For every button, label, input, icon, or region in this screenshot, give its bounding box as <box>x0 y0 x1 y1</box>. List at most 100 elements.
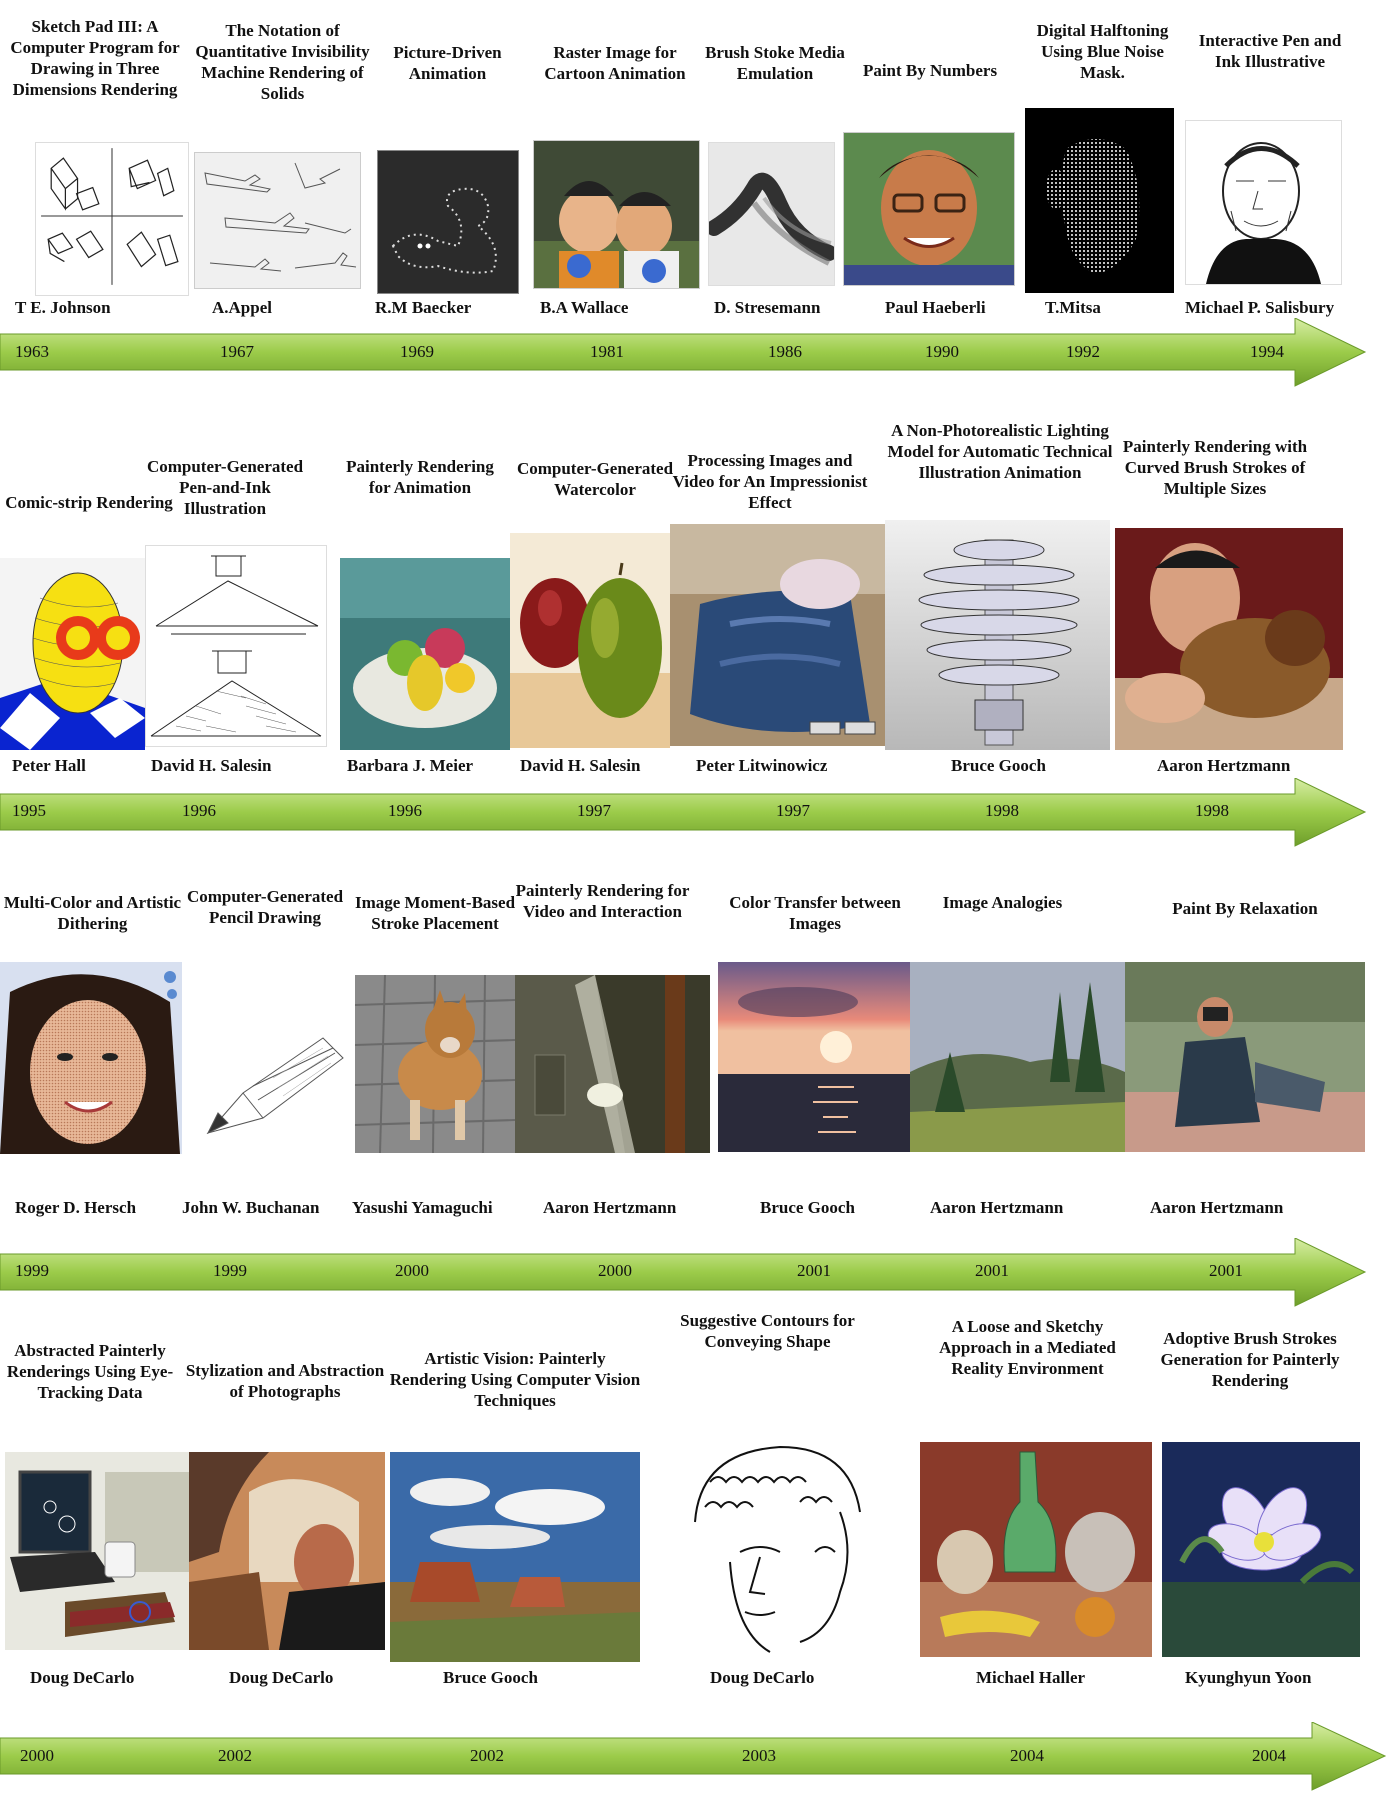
timeline-row-3: Multi-Color and Artistic Dithering Roger… <box>0 880 1400 1307</box>
entry-title: Painterly Rendering for Video and Intera… <box>515 881 690 921</box>
entry-title: Sketch Pad III: A Computer Program for D… <box>10 17 180 99</box>
entry-image-halftone-face <box>1025 108 1174 293</box>
timeline-year: 1996 <box>182 801 216 820</box>
entry-author: Aaron Hertzmann <box>1157 756 1291 775</box>
timeline-year: 1997 <box>577 801 611 820</box>
entry-author: David H. Salesin <box>151 756 272 775</box>
entry-image-technical-spring <box>885 520 1110 750</box>
entry-1990: Paint By Numbers Paul Haeberli <box>840 0 1020 320</box>
entry-1995: Comic-strip Rendering Peter Hall <box>0 420 173 780</box>
timeline-year: 2001 <box>975 1261 1009 1280</box>
entry-title: Interactive Pen and Ink Illustrative <box>1198 31 1342 71</box>
entry-image-comic-egg <box>0 558 145 750</box>
entry-image-sketchy-bottle <box>920 1442 1152 1657</box>
entry-author: Barbara J. Meier <box>347 756 474 775</box>
entry-author: Aaron Hertzmann <box>543 1198 677 1217</box>
entry-author: Doug DeCarlo <box>30 1668 135 1687</box>
timeline-year: 2000 <box>20 1746 54 1765</box>
timeline-year: 1981 <box>590 342 624 361</box>
entry-1996-a: Computer-Generated Pen-and-Ink Illustrat… <box>145 420 330 780</box>
entry-image-brush-stroke <box>708 142 835 286</box>
timeline-year: 1999 <box>213 1261 247 1280</box>
entry-author: Bruce Gooch <box>951 756 1046 775</box>
entry-author: A.Appel <box>212 298 272 317</box>
entry-author: B.A Wallace <box>540 298 629 317</box>
entry-2001-b: Image Analogies Aaron Hertzmann <box>910 880 1130 1220</box>
entry-title: Painterly Rendering with Curved Brush St… <box>1122 437 1308 498</box>
timeline-arrow <box>0 1238 1380 1308</box>
timeline-year: 2002 <box>218 1746 252 1765</box>
entry-1998-b: Painterly Rendering with Curved Brush St… <box>1115 420 1355 780</box>
entry-1994: Interactive Pen and Ink Illustrative Mic… <box>1185 0 1370 320</box>
timeline-year: 1997 <box>776 801 810 820</box>
entry-title: Painterly Rendering for Animation <box>346 457 494 497</box>
entry-title: Multi-Color and Artistic Dithering <box>3 893 182 933</box>
entry-image-photographer <box>1125 962 1365 1152</box>
entry-image-impressionist-scene <box>670 524 885 746</box>
entry-image-pencil-drawing <box>183 1018 348 1153</box>
timeline-year: 1963 <box>15 342 49 361</box>
timeline-year: 1995 <box>12 801 46 820</box>
entry-author: D. Stresemann <box>714 298 821 317</box>
timeline-year: 2004 <box>1252 1746 1286 1765</box>
entry-title: Color Transfer between Images <box>729 893 901 933</box>
entry-title: Raster Image for Cartoon Animation <box>544 43 686 83</box>
entry-2002-b: Artistic Vision: Painterly Rendering Usi… <box>385 1310 645 1750</box>
entry-image-stroke-dog <box>355 975 515 1153</box>
timeline-year: 1996 <box>388 801 422 820</box>
entry-1969: Picture-Driven Animation R.M Baecker <box>365 0 530 320</box>
entry-author: Roger D. Hersch <box>15 1198 137 1217</box>
timeline-year: 1998 <box>1195 801 1229 820</box>
timeline-year: 1986 <box>768 342 802 361</box>
entry-title: Adoptive Brush Strokes Generation for Pa… <box>1160 1329 1340 1390</box>
timeline-year: 2001 <box>1209 1261 1243 1280</box>
timeline-arrow <box>0 1722 1395 1792</box>
entry-author: Yasushi Yamaguchi <box>352 1198 493 1217</box>
entry-author: Bruce Gooch <box>760 1198 855 1217</box>
entry-image-sunset-sea <box>718 962 910 1152</box>
entry-author: Doug DeCarlo <box>229 1668 334 1687</box>
entry-2004-b: Adoptive Brush Strokes Generation for Pa… <box>1150 1310 1370 1750</box>
timeline-row-4: Abstracted Painterly Renderings Using Ey… <box>0 1310 1400 1820</box>
timeline-arrow <box>0 318 1380 388</box>
entry-title: Computer-Generated Pencil Drawing <box>186 887 344 927</box>
entry-title: Paint By Numbers <box>862 61 998 80</box>
entry-1986: Brush Stoke Media Emulation D. Streseman… <box>700 0 850 320</box>
entry-image-painted-portrait <box>843 132 1015 286</box>
entry-author: Bruce Gooch <box>443 1668 538 1687</box>
entry-image-painted-subway <box>515 975 710 1153</box>
timeline-row-1: Sketch Pad III: A Computer Program for D… <box>0 0 1400 387</box>
timeline-year: 1998 <box>985 801 1019 820</box>
entry-2000-b: Painterly Rendering for Video and Intera… <box>515 880 715 1220</box>
entry-author: Aaron Hertzmann <box>930 1198 1064 1217</box>
entry-author: Paul Haeberli <box>885 298 986 317</box>
entry-title: Picture-Driven Animation <box>393 43 502 83</box>
entry-image-ink-house <box>145 545 327 747</box>
entry-image-painted-fruit <box>340 558 510 750</box>
entry-1963: Sketch Pad III: A Computer Program for D… <box>0 0 195 320</box>
timeline-year: 1990 <box>925 342 959 361</box>
entry-title: Artistic Vision: Painterly Rendering Usi… <box>389 1349 641 1410</box>
entry-1999-b: Computer-Generated Pencil Drawing John W… <box>180 880 355 1220</box>
timeline-year: 2000 <box>395 1261 429 1280</box>
entry-title: Comic-strip Rendering <box>5 493 173 512</box>
entry-1996-b: Painterly Rendering for Animation Barbar… <box>335 420 515 780</box>
entry-image-contour-head <box>640 1432 910 1662</box>
entry-2001-a: Color Transfer between Images Bruce Gooc… <box>715 880 915 1220</box>
timeline-year: 1999 <box>15 1261 49 1280</box>
entry-2004-a: A Loose and Sketchy Approach in a Mediat… <box>920 1310 1160 1750</box>
timeline-year: 2002 <box>470 1746 504 1765</box>
entry-image-dithered-portrait <box>0 962 182 1154</box>
entry-title: Suggestive Contours for Conveying Shape <box>680 1311 855 1351</box>
entry-1981: Raster Image for Cartoon Animation B.A W… <box>530 0 700 320</box>
entry-title: Brush Stoke Media Emulation <box>705 43 845 83</box>
entry-author: R.M Baecker <box>375 298 472 317</box>
entry-title: The Notation of Quantitative Invisibilit… <box>195 21 370 103</box>
entry-title: Image Analogies <box>942 893 1063 912</box>
entry-image-wireframe-cubes <box>35 142 189 296</box>
entry-2000-a: Image Moment-Based Stroke Placement Yasu… <box>350 880 520 1220</box>
entry-image-painted-canyon <box>390 1452 640 1662</box>
entry-image-abstract-man <box>189 1452 385 1650</box>
entry-title: Processing Images and Video for An Impre… <box>672 451 868 512</box>
entry-author: Doug DeCarlo <box>710 1668 815 1687</box>
